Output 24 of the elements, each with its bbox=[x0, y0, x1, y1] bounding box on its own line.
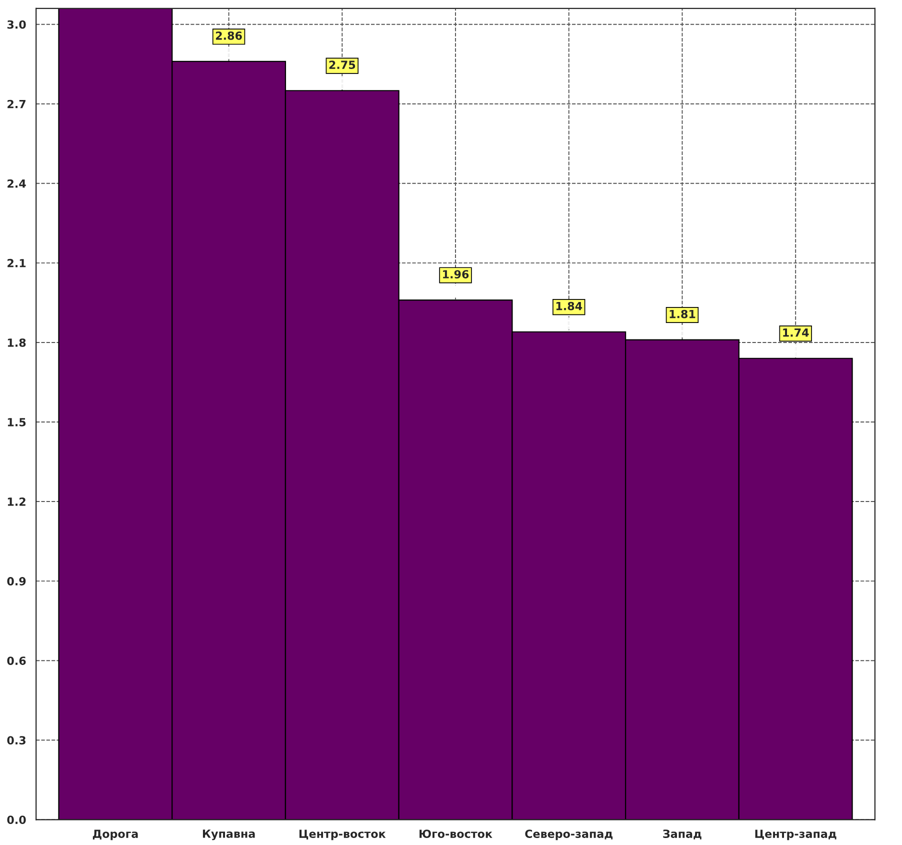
y-tick-label: 2.4 bbox=[8, 179, 26, 188]
y-tick-label: 2.1 bbox=[8, 258, 26, 268]
x-tick-label: Юго-восток bbox=[420, 830, 492, 838]
y-tick-label: 0.6 bbox=[7, 656, 26, 665]
x-tick-label: Запад bbox=[663, 830, 702, 840]
y-tick-label: 0.3 bbox=[7, 736, 26, 744]
data-label: 2.86 bbox=[216, 31, 242, 40]
x-tick-label: Центр-восток bbox=[299, 830, 386, 840]
y-tick-label: 0.0 bbox=[7, 816, 26, 824]
y-tick-label: 2.7 bbox=[8, 100, 26, 108]
data-label: 1.81 bbox=[670, 310, 696, 318]
data-label: 2.75 bbox=[329, 60, 356, 70]
y-tick-label: 1.8 bbox=[8, 338, 26, 347]
x-tick-label: Купавна bbox=[202, 830, 255, 840]
data-label: 1.84 bbox=[556, 302, 582, 310]
y-tick-label: 3.0 bbox=[7, 20, 26, 29]
data-label: 1.74 bbox=[783, 328, 809, 337]
y-tick-label: 1.2 bbox=[8, 498, 26, 506]
x-tick-label: Северо-запад bbox=[525, 830, 613, 840]
x-tick-label: Центр-запад bbox=[755, 830, 836, 840]
x-tick-label: Дорога bbox=[92, 830, 138, 840]
data-label: 1.96 bbox=[443, 270, 469, 278]
y-tick-label: 0.9 bbox=[7, 577, 26, 586]
y-tick-label: 1.5 bbox=[8, 418, 26, 426]
